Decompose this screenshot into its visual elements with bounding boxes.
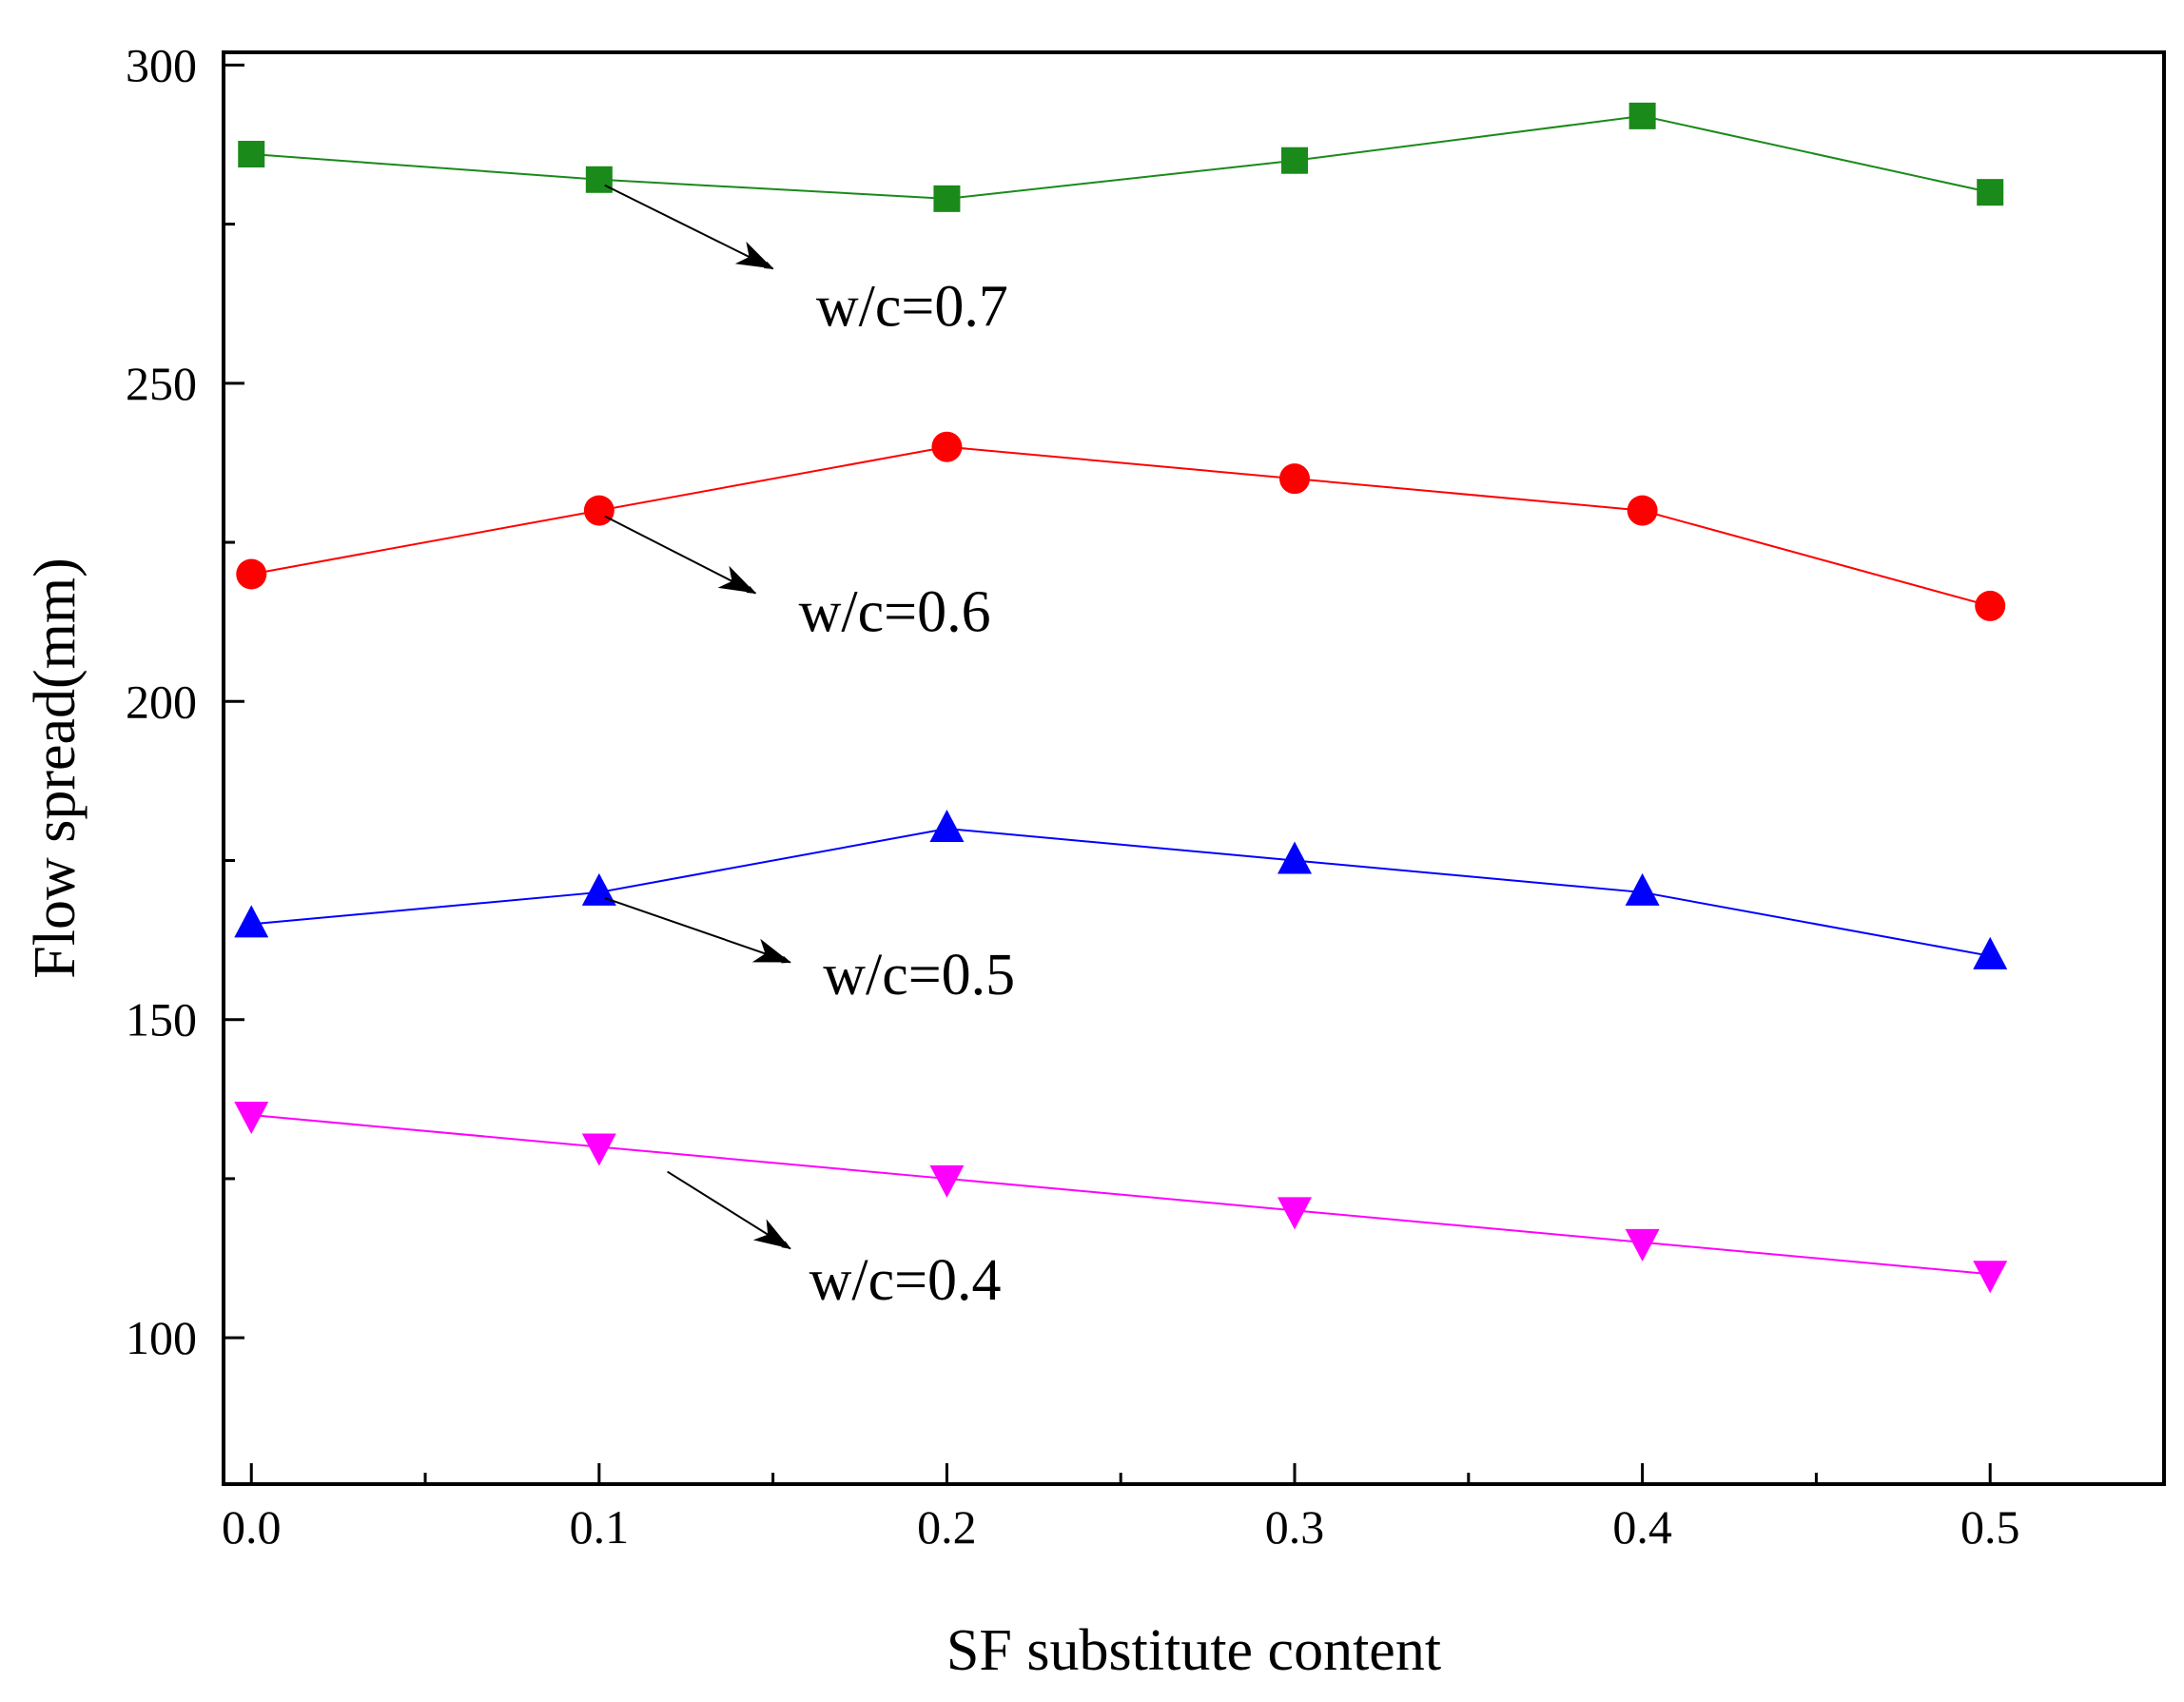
annotation-arrow — [604, 184, 774, 270]
data-point — [933, 185, 961, 212]
annotation-arrowhead — [751, 938, 790, 963]
data-point — [929, 810, 965, 843]
data-point — [929, 1164, 965, 1198]
data-point — [1973, 1261, 2008, 1294]
x-tick-label: 0.4 — [1612, 1500, 1672, 1554]
y-axis-title: Flow spread(mm) — [23, 558, 88, 979]
x-tick-label: 0.5 — [1960, 1500, 2020, 1554]
plot-frame — [222, 50, 2166, 1486]
annotation-label: w/c=0.6 — [799, 580, 991, 645]
data-point — [1625, 1228, 1660, 1262]
data-point — [931, 431, 963, 462]
data-point — [1279, 463, 1311, 495]
annotation-arrow — [604, 515, 757, 595]
data-point — [234, 1102, 269, 1135]
series-line — [251, 114, 1991, 200]
x-tick-label: 0.2 — [917, 1500, 977, 1554]
data-point — [236, 558, 267, 590]
x-tick-label: 0.1 — [570, 1500, 630, 1554]
series-layer — [234, 102, 2008, 1294]
series-w/c=0.7 — [238, 102, 2004, 212]
series-line — [251, 445, 1991, 607]
y-tick-label: 250 — [126, 357, 197, 410]
y-tick-label: 300 — [126, 38, 197, 91]
x-tick-label: 0.3 — [1265, 1500, 1325, 1554]
data-point — [1627, 495, 1658, 526]
data-point — [1973, 936, 2008, 969]
data-point — [1281, 147, 1309, 174]
annotation-label: w/c=0.7 — [816, 275, 1008, 340]
annotations: w/c=0.7 w/c=0.6 w/c=0.5 w/c=0.4 — [604, 184, 1015, 1313]
y-tick-label: 200 — [126, 675, 197, 728]
series-line — [251, 1114, 1991, 1276]
series-w/c=0.4 — [234, 1102, 2008, 1294]
series-w/c=0.5 — [234, 810, 2008, 969]
series-line — [251, 828, 1991, 957]
series-w/c=0.6 — [236, 431, 2006, 621]
data-point — [583, 495, 614, 526]
data-point — [238, 141, 265, 168]
data-point — [1977, 179, 2004, 206]
annotation-arrow — [604, 896, 791, 964]
annotation-label: w/c=0.5 — [823, 943, 1015, 1008]
annotation-label: w/c=0.4 — [809, 1248, 1002, 1313]
data-point — [581, 1133, 616, 1166]
annotation-arrowhead — [717, 565, 756, 594]
x-tick-label: 0.0 — [222, 1500, 282, 1554]
data-point — [1628, 102, 1656, 129]
y-tick-label: 150 — [126, 993, 197, 1047]
data-point — [1975, 590, 2006, 621]
data-point — [1277, 841, 1313, 874]
data-point — [234, 905, 269, 938]
data-point — [1625, 872, 1660, 906]
y-tick-label: 100 — [126, 1311, 197, 1364]
annotation-arrowhead — [734, 241, 773, 269]
x-axis-title: SF substitute content — [946, 1618, 1441, 1683]
data-point — [1277, 1197, 1313, 1230]
data-point — [581, 872, 616, 906]
annotation-arrowhead — [752, 1219, 790, 1249]
data-point — [585, 166, 613, 193]
axes: 0.0 0.1 0.2 0.3 0.4 0.5 100 150 200 250 300 — [126, 38, 2166, 1554]
